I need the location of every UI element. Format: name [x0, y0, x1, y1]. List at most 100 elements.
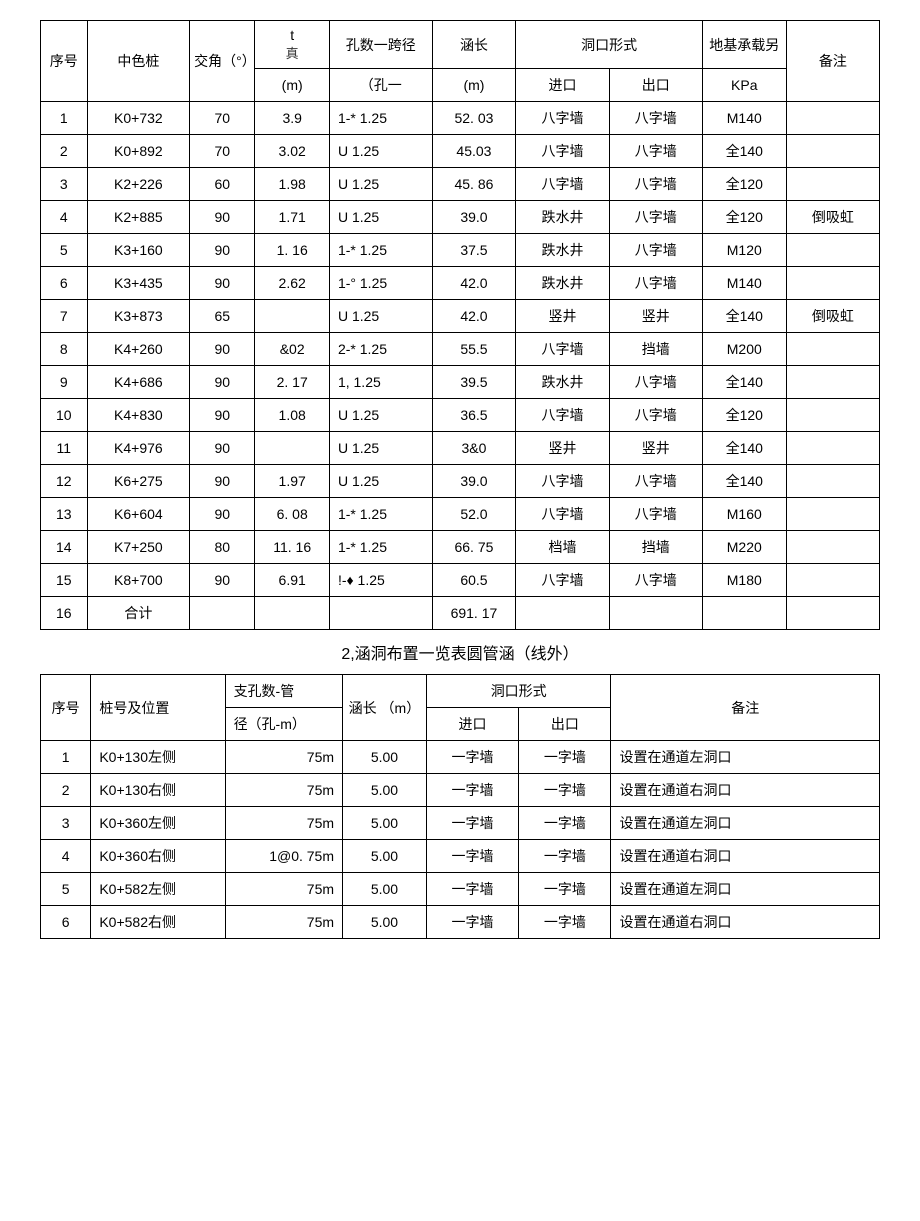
table-row: 5K3+160901. 161-* 1.2537.5跌水井八字墙M120	[41, 234, 880, 267]
cell-out: 八字墙	[609, 465, 702, 498]
cell-rem: 设置在通道左洞口	[611, 807, 880, 840]
cell-seq: 9	[41, 366, 88, 399]
cell-t: 3.9	[255, 102, 330, 135]
cell-seq: 14	[41, 531, 88, 564]
cell-seq: 1	[41, 741, 91, 774]
cell-pile: K7+250	[87, 531, 190, 564]
table-row: 13K6+604906. 081-* 1.2552.0八字墙八字墙M160	[41, 498, 880, 531]
cell-out: 挡墙	[609, 333, 702, 366]
cell-angle	[190, 597, 255, 630]
cell-bear: M160	[702, 498, 786, 531]
cell-angle: 60	[190, 168, 255, 201]
cell-rem	[786, 465, 879, 498]
cell-span: 75m	[225, 774, 342, 807]
table-row: 5K0+582左侧75m5.00一字墙一字墙设置在通道左洞口	[41, 873, 880, 906]
cell-in: 一字墙	[426, 873, 518, 906]
cell-bear: M200	[702, 333, 786, 366]
col2-opening: 洞口形式	[426, 675, 611, 708]
cell-rem: 倒吸虹	[786, 201, 879, 234]
cell-angle: 90	[190, 564, 255, 597]
cell-pile: K0+360左侧	[91, 807, 225, 840]
cell-in: 八字墙	[516, 333, 609, 366]
cell-bear: 全120	[702, 399, 786, 432]
cell-seq: 3	[41, 168, 88, 201]
cell-span: 75m	[225, 906, 342, 939]
col-t-unit: (m)	[255, 69, 330, 102]
cell-pile: K0+582右侧	[91, 906, 225, 939]
cell-pile: K0+892	[87, 135, 190, 168]
cell-pile: K6+275	[87, 465, 190, 498]
cell-rem: 设置在通道左洞口	[611, 741, 880, 774]
cell-seq: 2	[41, 774, 91, 807]
cell-seq: 5	[41, 234, 88, 267]
col-bearing: 地基承载另	[702, 21, 786, 69]
cell-rem	[786, 399, 879, 432]
cell-pile: K0+130左侧	[91, 741, 225, 774]
cell-bear: M140	[702, 102, 786, 135]
cell-len: 3&0	[432, 432, 516, 465]
cell-seq: 13	[41, 498, 88, 531]
cell-pile: K2+226	[87, 168, 190, 201]
cell-out	[609, 597, 702, 630]
cell-in: 八字墙	[516, 564, 609, 597]
cell-pile: K4+686	[87, 366, 190, 399]
cell-in: 一字墙	[426, 840, 518, 873]
cell-rem	[786, 531, 879, 564]
cell-out: 一字墙	[519, 906, 611, 939]
cell-span: U 1.25	[329, 300, 432, 333]
col-bearing-unit: KPa	[702, 69, 786, 102]
cell-angle: 90	[190, 366, 255, 399]
cell-out: 八字墙	[609, 234, 702, 267]
cell-in: 一字墙	[426, 906, 518, 939]
cell-rem: 设置在通道右洞口	[611, 840, 880, 873]
cell-in: 竖井	[516, 432, 609, 465]
cell-span: U 1.25	[329, 201, 432, 234]
cell-out: 一字墙	[519, 873, 611, 906]
col-length: 涵长	[432, 21, 516, 69]
cell-len: 5.00	[343, 741, 427, 774]
cell-span	[329, 597, 432, 630]
cell-rem	[786, 366, 879, 399]
table-row: 12K6+275901.97U 1.2539.0八字墙八字墙全140	[41, 465, 880, 498]
cell-rem: 设置在通道左洞口	[611, 873, 880, 906]
cell-t: 11. 16	[255, 531, 330, 564]
col2-length: 涵长 （m）	[343, 675, 427, 741]
cell-seq: 6	[41, 906, 91, 939]
cell-in: 跌水井	[516, 267, 609, 300]
cell-span: 1-* 1.25	[329, 102, 432, 135]
cell-t	[255, 597, 330, 630]
cell-out: 八字墙	[609, 399, 702, 432]
cell-in: 八字墙	[516, 498, 609, 531]
cell-pile: K0+732	[87, 102, 190, 135]
cell-seq: 4	[41, 201, 88, 234]
culvert-table-1: 序号 中色桩 交角（°） t 真 孔数一跨径 涵长 洞口形式 地基承载另 备注 …	[40, 20, 880, 630]
cell-in: 八字墙	[516, 465, 609, 498]
cell-seq: 15	[41, 564, 88, 597]
cell-len: 5.00	[343, 840, 427, 873]
cell-len: 5.00	[343, 873, 427, 906]
cell-in: 八字墙	[516, 168, 609, 201]
cell-in: 档墙	[516, 531, 609, 564]
cell-seq: 1	[41, 102, 88, 135]
cell-t: 3.02	[255, 135, 330, 168]
cell-bear: 全140	[702, 465, 786, 498]
cell-seq: 8	[41, 333, 88, 366]
cell-out: 八字墙	[609, 366, 702, 399]
table-row: 11K4+97690U 1.253&0竖井竖井全140	[41, 432, 880, 465]
cell-out: 八字墙	[609, 168, 702, 201]
cell-span: 1-* 1.25	[329, 498, 432, 531]
cell-span: 75m	[225, 741, 342, 774]
table-row: 4K0+360右侧1@0. 75m5.00一字墙一字墙设置在通道右洞口	[41, 840, 880, 873]
cell-len: 55.5	[432, 333, 516, 366]
cell-seq: 11	[41, 432, 88, 465]
cell-span: 75m	[225, 873, 342, 906]
col2-seq: 序号	[41, 675, 91, 741]
cell-pile: K3+435	[87, 267, 190, 300]
cell-angle: 90	[190, 432, 255, 465]
table-row: 3K2+226601.98U 1.2545. 86八字墙八字墙全120	[41, 168, 880, 201]
cell-angle: 65	[190, 300, 255, 333]
cell-rem	[786, 168, 879, 201]
cell-pile: K3+873	[87, 300, 190, 333]
cell-out: 八字墙	[609, 102, 702, 135]
cell-out: 挡墙	[609, 531, 702, 564]
